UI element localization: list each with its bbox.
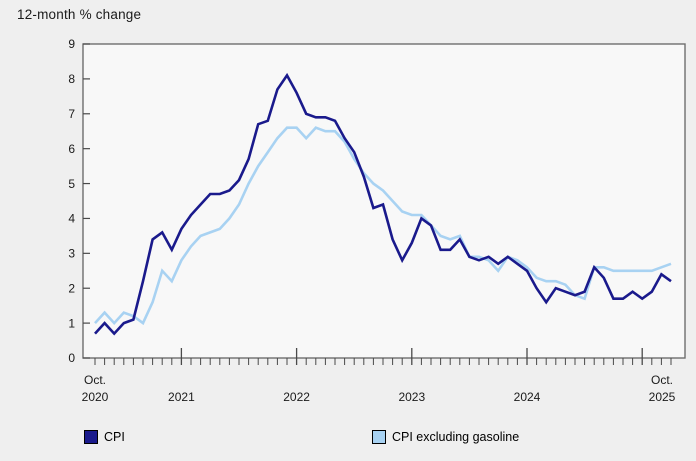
cpi-excluding-gasoline-legend-label: CPI excluding gasoline [392, 430, 520, 444]
data-series [94, 72, 672, 336]
legend-item-cpi: CPI [84, 429, 125, 445]
cpi-legend-swatch [84, 430, 98, 444]
x-year-label: 2023 [398, 390, 425, 404]
y-tick-label: 1 [68, 316, 75, 330]
cpi-excluding-gasoline-legend-swatch [372, 430, 386, 444]
y-axis-ticks [83, 43, 90, 359]
x-year-label: 2024 [514, 390, 541, 404]
y-tick-label: 5 [68, 177, 75, 191]
y-tick-label: 0 [68, 351, 75, 365]
y-tick-label: 4 [68, 212, 75, 226]
y-tick-label: 3 [68, 247, 75, 261]
x-start-label-month: Oct. [84, 373, 106, 387]
y-tick-label: 7 [68, 107, 75, 121]
y-axis-labels: 0 1 2 3 4 5 6 7 8 9 [68, 37, 75, 365]
y-tick-label: 9 [68, 37, 75, 51]
x-axis-ticks [94, 348, 672, 365]
x-axis-labels: Oct. 2020 2021 2022 2023 2024 Oct. 2025 [82, 373, 676, 404]
cpi-line [94, 72, 672, 336]
x-start-label-year: 2020 [82, 390, 109, 404]
x-end-label-year: 2025 [649, 390, 676, 404]
y-tick-label: 2 [68, 281, 75, 295]
x-year-label: 2021 [168, 390, 195, 404]
legend: CPI CPI excluding gasoline [0, 427, 696, 447]
y-tick-label: 8 [68, 72, 75, 86]
cpi-legend-label: CPI [104, 430, 125, 444]
y-tick-label: 6 [68, 142, 75, 156]
plot-area [82, 43, 686, 359]
x-year-label: 2022 [283, 390, 310, 404]
legend-item-cpi-excluding-gasoline: CPI excluding gasoline [372, 429, 519, 445]
x-end-label-month: Oct. [651, 373, 673, 387]
chart-title: 12-month % change [17, 7, 142, 22]
